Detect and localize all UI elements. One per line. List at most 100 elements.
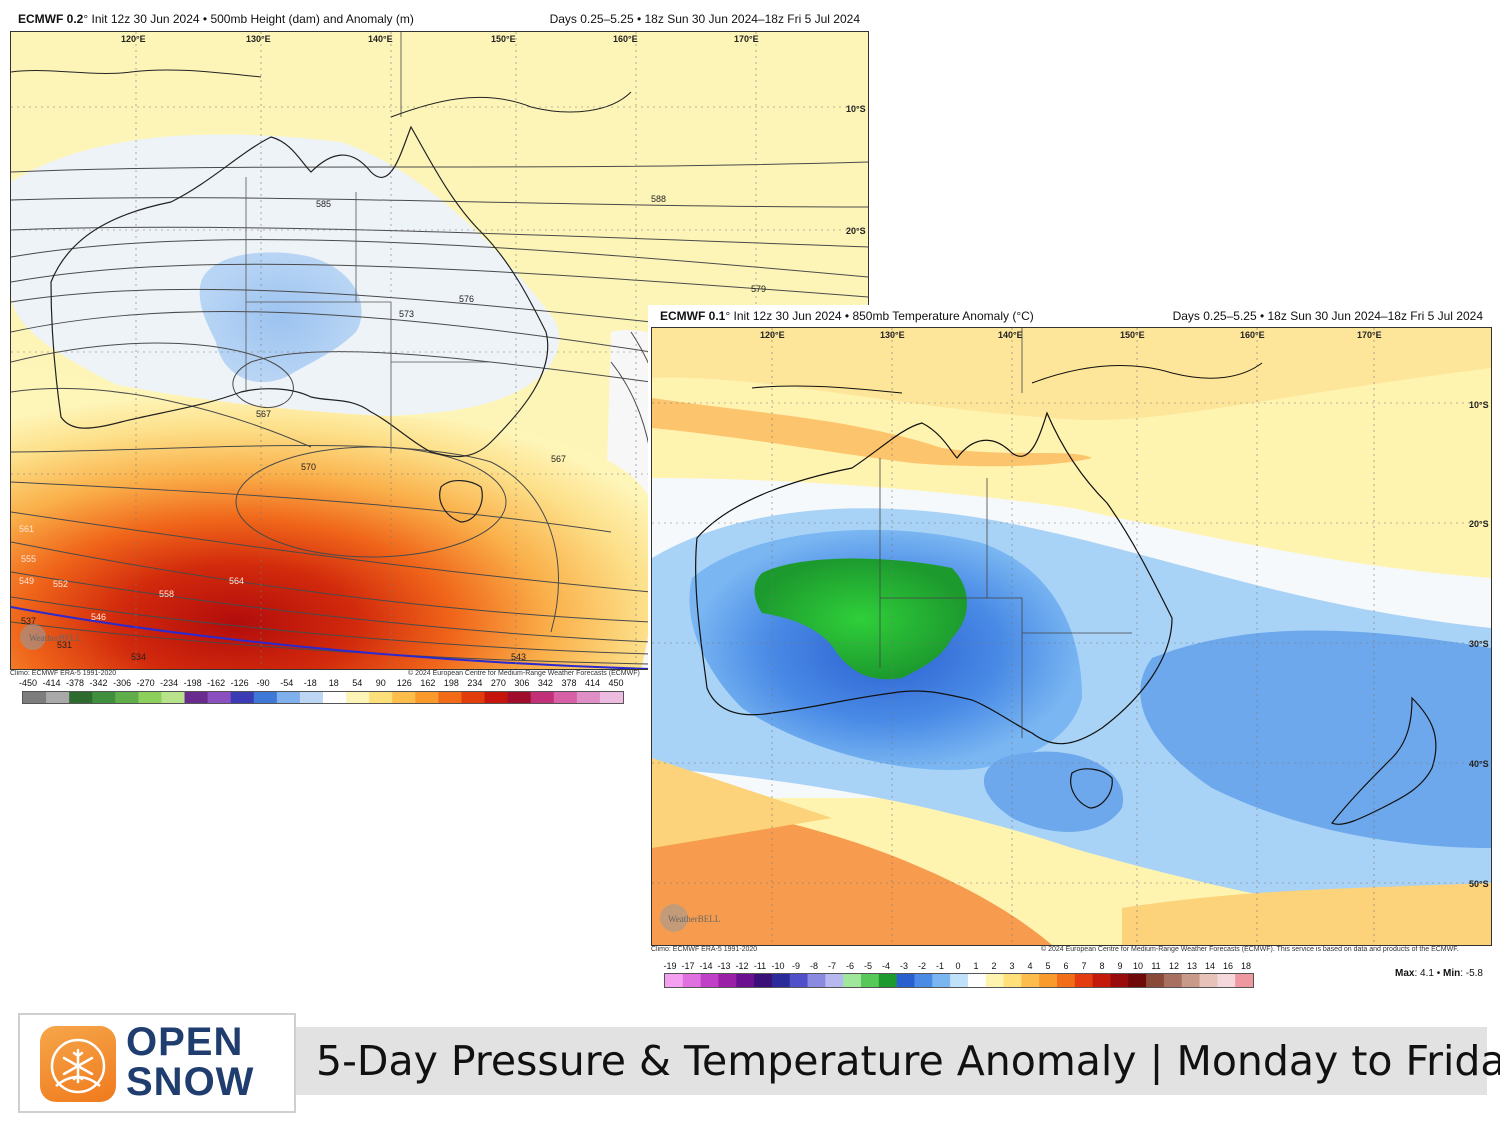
max-min-readout: Max: 4.1 • Min: -5.8 [1395,968,1483,979]
map1-lat-label: 10°S [846,104,866,114]
colorbar-tick-label: 12 [1168,961,1180,971]
map1-colorbar [22,691,624,704]
colorbar-swatch [1057,974,1076,987]
contour-label: 549 [19,576,34,586]
colorbar-swatch [69,692,93,703]
colorbar-swatch [665,974,684,987]
map2-lon-label: 150°E [1120,330,1145,340]
colorbar-tick-label: 16 [1222,961,1234,971]
colorbar-tick-label: 378 [561,678,577,688]
map1-lon-label: 170°E [734,34,759,44]
colorbar-swatch [1092,974,1111,987]
colorbar-swatch [161,692,186,703]
colorbar-swatch [346,692,370,703]
colorbar-tick-label: -14 [699,961,713,971]
colorbar-tick-label: -19 [663,961,677,971]
map1-lat-label: 20°S [846,226,866,236]
colorbar-tick-label: -13 [717,961,731,971]
contour-label: 546 [91,612,106,622]
map1-colorbar-labels: -450 -414 -378 -342 -306 -270 -234 -198 -162 -126… [18,678,624,690]
colorbar-tick-label: 0 [955,961,961,971]
map2-colorbar-labels: -19 -17 -14 -13 -12 -11 -10 -9 -8 -7 -6 -5 -4 -3 -2 -1 0… [663,961,1252,973]
colorbar-tick-label: -10 [771,961,785,971]
colorbar-swatch [843,974,862,987]
colorbar-swatch [950,974,969,987]
map2-lat-label: 20°S [1469,519,1489,529]
contour-label: 588 [651,194,666,204]
colorbar-tick-label: -4 [881,961,891,971]
colorbar-tick-label: 10 [1132,961,1144,971]
caption-bar: 5-Day Pressure & Temperature Anomaly | M… [296,1027,1500,1095]
colorbar-swatch [553,692,578,703]
colorbar-swatch [46,692,70,703]
colorbar-swatch [1021,974,1040,987]
contour-label: 564 [229,576,244,586]
colorbar-swatch [682,974,702,987]
colorbar-tick-label: -450 [18,678,38,688]
colorbar-swatch [1181,974,1201,987]
colorbar-tick-label: -126 [230,678,249,688]
colorbar-tick-label: -270 [136,678,155,688]
colorbar-swatch [461,692,486,703]
colorbar-tick-label: -2 [917,961,927,971]
colorbar-swatch [576,692,601,703]
map2-lat-label: 10°S [1469,400,1489,410]
colorbar-swatch [1163,974,1183,987]
colorbar-swatch [985,974,1005,987]
colorbar-swatch [700,974,719,987]
colorbar-swatch [1146,974,1165,987]
colorbar-tick-label: 14 [1204,961,1216,971]
colorbar-tick-label: 2 [991,961,997,971]
colorbar-swatch [914,974,933,987]
colorbar-swatch [392,692,416,703]
colorbar-tick-label: -162 [207,678,226,688]
map1-lon-label: 120°E [121,34,146,44]
colorbar-swatch [789,974,809,987]
contour-label: 552 [53,579,68,589]
colorbar-swatch [878,974,898,987]
colorbar-tick-label: 8 [1099,961,1105,971]
map1-date-range: Days 0.25–5.25 • 18z Sun 30 Jun 2024–18z… [549,12,860,26]
colorbar-tick-label: -90 [256,678,270,688]
svg-text:WeatherBELL: WeatherBELL [29,633,81,643]
svg-text:WeatherBELL: WeatherBELL [668,914,720,924]
map1-lon-label: 140°E [368,34,393,44]
colorbar-swatch [1199,974,1218,987]
colorbar-tick-label: -198 [183,678,202,688]
contour-label: 570 [301,462,316,472]
colorbar-swatch [599,692,623,703]
map2-lon-label: 160°E [1240,330,1265,340]
map1-lon-label: 150°E [491,34,516,44]
map2-lon-label: 130°E [880,330,905,340]
colorbar-swatch [896,974,915,987]
colorbar-swatch [1110,974,1129,987]
colorbar-tick-label: -5 [863,961,873,971]
colorbar-swatch [276,692,301,703]
colorbar-swatch [507,692,532,703]
colorbar-swatch [1217,974,1236,987]
map2-lat-label: 40°S [1469,759,1489,769]
colorbar-swatch [1074,974,1094,987]
caption-text: 5-Day Pressure & Temperature Anomaly | M… [316,1037,1500,1085]
colorbar-swatch [23,692,47,703]
colorbar-tick-label: 5 [1045,961,1051,971]
colorbar-tick-label: -9 [791,961,801,971]
colorbar-swatch [207,692,232,703]
colorbar-swatch [932,974,951,987]
colorbar-swatch [1128,974,1147,987]
contour-label: 534 [131,652,146,662]
contour-label: 537 [21,616,36,626]
map2-credit-left: Climo: ECMWF ERA-5 1991-2020 [651,946,758,953]
weatherbell-watermark: WeatherBELL [20,624,81,650]
colorbar-tick-label: -54 [280,678,294,688]
colorbar-swatch [1039,974,1058,987]
colorbar-tick-label: 4 [1027,961,1033,971]
colorbar-swatch [184,692,209,703]
colorbar-swatch [861,974,880,987]
colorbar-swatch [967,974,987,987]
colorbar-tick-label: 450 [608,678,624,688]
colorbar-swatch [230,692,255,703]
colorbar-swatch [369,692,393,703]
map2-area: 120°E 130°E 140°E 150°E 160°E 170°E 10°S… [651,327,1492,946]
map2-title: ECMWF 0.1° Init 12z 30 Jun 2024 • 850mb … [660,309,1034,323]
